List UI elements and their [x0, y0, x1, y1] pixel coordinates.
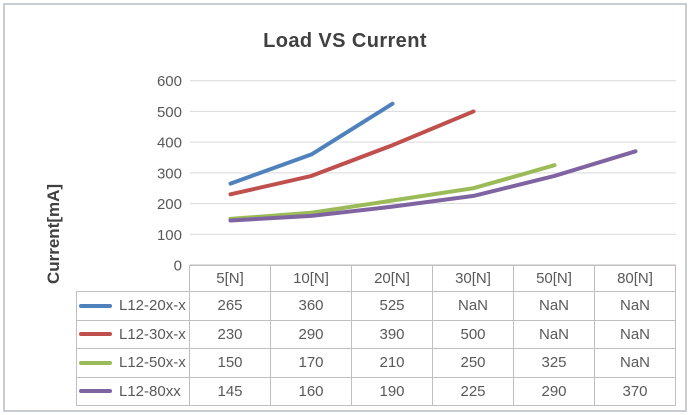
value-cell: 360	[271, 292, 352, 321]
value-cell: NaN	[595, 320, 676, 349]
series-line-L12-20x-x	[228, 101, 395, 186]
value-cell: 370	[595, 377, 676, 406]
chart-title: Load VS Current	[263, 30, 427, 52]
y-tick-label: 600	[157, 73, 182, 90]
y-tick-label: 400	[157, 135, 182, 152]
series-name: L12-30x-x	[119, 325, 186, 343]
value-cell: 525	[352, 292, 433, 321]
y-tick-label: 500	[157, 104, 182, 121]
value-cell: 500	[433, 320, 514, 349]
value-cell: NaN	[514, 292, 595, 321]
table-corner-cell	[76, 265, 190, 292]
legend-swatch-icon	[79, 389, 112, 394]
value-cell: 390	[352, 320, 433, 349]
value-cell: 290	[271, 320, 352, 349]
legend-cell-L12-80xx: L12-80xx	[76, 377, 190, 406]
legend-swatch-icon	[79, 360, 112, 365]
value-cell: 210	[352, 349, 433, 378]
series-line-L12-30x-x	[228, 109, 476, 197]
y-tick-label: 200	[157, 196, 182, 213]
value-cell: 230	[190, 320, 271, 349]
y-tick-label: 100	[157, 227, 182, 244]
value-cell: NaN	[514, 320, 595, 349]
value-cell: 265	[190, 292, 271, 321]
series-name: L12-80xx	[119, 382, 181, 400]
value-cell: NaN	[433, 292, 514, 321]
value-cell: 190	[352, 377, 433, 406]
legend-cell-L12-50x-x: L12-50x-x	[76, 349, 190, 378]
value-cell: 325	[514, 349, 595, 378]
column-header-80[N]: 80[N]	[595, 265, 676, 292]
value-cell: 290	[514, 377, 595, 406]
legend-cell-L12-30x-x: L12-30x-x	[76, 320, 190, 349]
column-header-20[N]: 20[N]	[352, 265, 433, 292]
column-header-5[N]: 5[N]	[190, 265, 271, 292]
series-line-L12-50x-x	[228, 163, 557, 221]
value-cell: NaN	[595, 292, 676, 321]
value-cell: NaN	[595, 349, 676, 378]
value-cell: 170	[271, 349, 352, 378]
series-name: L12-20x-x	[119, 297, 186, 315]
value-cell: 150	[190, 349, 271, 378]
legend-swatch-icon	[79, 332, 112, 337]
value-cell: 225	[433, 377, 514, 406]
value-cell: 145	[190, 377, 271, 406]
column-header-30[N]: 30[N]	[433, 265, 514, 292]
column-header-50[N]: 50[N]	[514, 265, 595, 292]
legend-swatch-icon	[79, 303, 112, 308]
series-line-L12-80xx	[228, 149, 638, 223]
data-table: 5[N] 10[N] 20[N] 30[N] 50[N] 80[N] L12-20x-x 26…	[76, 265, 676, 406]
series-name: L12-50x-x	[119, 354, 186, 372]
y-tick-label: 0	[174, 258, 182, 275]
value-cell: 160	[271, 377, 352, 406]
y-tick-label: 300	[157, 165, 182, 182]
legend-cell-L12-20x-x: L12-20x-x	[76, 292, 190, 321]
value-cell: 250	[433, 349, 514, 378]
column-header-10[N]: 10[N]	[271, 265, 352, 292]
